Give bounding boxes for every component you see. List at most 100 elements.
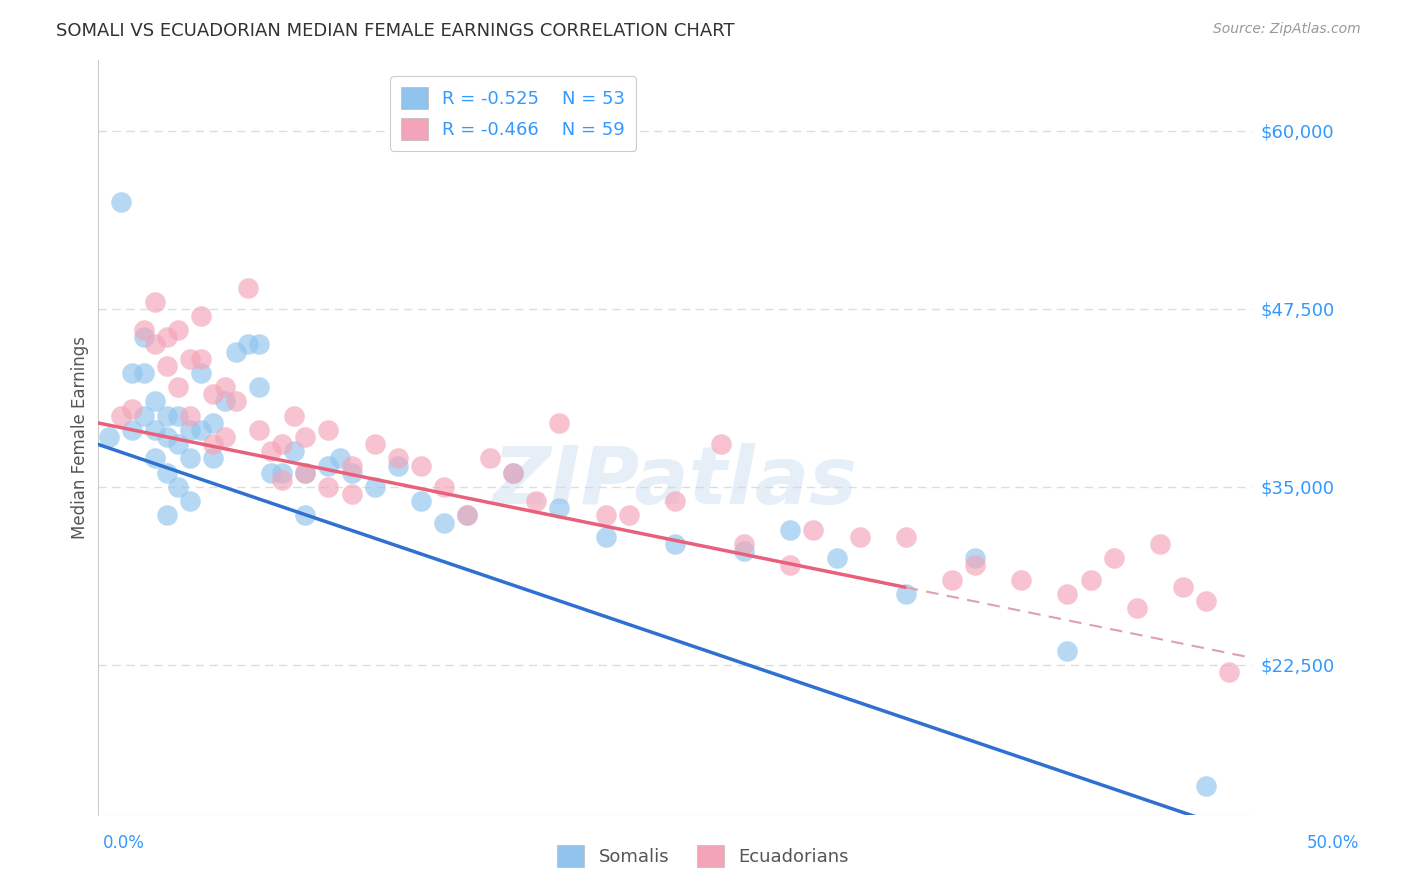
Point	[894, 530, 917, 544]
Point	[318, 458, 340, 473]
Point	[156, 409, 179, 423]
Point	[156, 508, 179, 523]
Point	[1195, 779, 1218, 793]
Point	[848, 530, 870, 544]
Point	[202, 451, 225, 466]
Point	[825, 551, 848, 566]
Point	[98, 430, 121, 444]
Point	[143, 394, 166, 409]
Point	[941, 573, 963, 587]
Point	[156, 430, 179, 444]
Point	[156, 330, 179, 344]
Point	[132, 409, 155, 423]
Point	[283, 409, 305, 423]
Point	[179, 351, 201, 366]
Point	[779, 523, 801, 537]
Point	[363, 480, 385, 494]
Point	[214, 394, 236, 409]
Point	[225, 344, 247, 359]
Point	[143, 337, 166, 351]
Point	[340, 458, 363, 473]
Point	[294, 430, 316, 444]
Point	[179, 494, 201, 508]
Point	[1056, 644, 1078, 658]
Point	[318, 423, 340, 437]
Text: Source: ZipAtlas.com: Source: ZipAtlas.com	[1213, 22, 1361, 37]
Point	[214, 430, 236, 444]
Point	[595, 530, 617, 544]
Point	[247, 423, 270, 437]
Point	[179, 451, 201, 466]
Point	[595, 508, 617, 523]
Point	[479, 451, 502, 466]
Point	[271, 466, 294, 480]
Point	[409, 458, 432, 473]
Text: 0.0%: 0.0%	[103, 834, 145, 852]
Point	[733, 537, 755, 551]
Point	[271, 473, 294, 487]
Point	[167, 323, 190, 337]
Point	[167, 437, 190, 451]
Point	[110, 195, 132, 210]
Point	[214, 380, 236, 394]
Point	[121, 366, 143, 380]
Point	[965, 558, 987, 573]
Point	[387, 451, 409, 466]
Point	[363, 437, 385, 451]
Point	[1149, 537, 1171, 551]
Point	[110, 409, 132, 423]
Point	[1080, 573, 1102, 587]
Point	[260, 444, 283, 458]
Point	[202, 387, 225, 401]
Point	[340, 487, 363, 501]
Point	[318, 480, 340, 494]
Point	[132, 366, 155, 380]
Point	[190, 423, 212, 437]
Point	[156, 359, 179, 373]
Point	[329, 451, 352, 466]
Point	[548, 416, 571, 430]
Point	[190, 351, 212, 366]
Point	[965, 551, 987, 566]
Point	[179, 409, 201, 423]
Point	[283, 444, 305, 458]
Point	[456, 508, 478, 523]
Point	[387, 458, 409, 473]
Point	[1056, 587, 1078, 601]
Point	[456, 508, 478, 523]
Point	[294, 508, 316, 523]
Point	[340, 466, 363, 480]
Point	[260, 466, 283, 480]
Point	[1195, 594, 1218, 608]
Point	[143, 451, 166, 466]
Text: 50.0%: 50.0%	[1308, 834, 1360, 852]
Point	[409, 494, 432, 508]
Point	[433, 516, 456, 530]
Point	[779, 558, 801, 573]
Point	[294, 466, 316, 480]
Point	[179, 423, 201, 437]
Point	[167, 480, 190, 494]
Point	[664, 537, 686, 551]
Point	[502, 466, 524, 480]
Point	[733, 544, 755, 558]
Point	[894, 587, 917, 601]
Point	[143, 294, 166, 309]
Point	[167, 380, 190, 394]
Point	[1171, 580, 1194, 594]
Point	[1102, 551, 1125, 566]
Point	[236, 280, 259, 294]
Point	[803, 523, 825, 537]
Point	[1010, 573, 1032, 587]
Point	[202, 416, 225, 430]
Text: SOMALI VS ECUADORIAN MEDIAN FEMALE EARNINGS CORRELATION CHART: SOMALI VS ECUADORIAN MEDIAN FEMALE EARNI…	[56, 22, 735, 40]
Point	[548, 501, 571, 516]
Point	[433, 480, 456, 494]
Point	[710, 437, 733, 451]
Point	[121, 401, 143, 416]
Point	[271, 437, 294, 451]
Point	[202, 437, 225, 451]
Point	[190, 309, 212, 323]
Point	[294, 466, 316, 480]
Text: ZIPatlas: ZIPatlas	[492, 443, 858, 522]
